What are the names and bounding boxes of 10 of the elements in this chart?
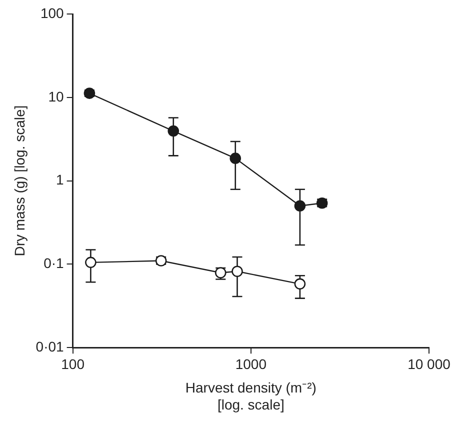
x-axis-title: Harvest density (m⁻²) [log. scale] <box>185 380 316 412</box>
x-tick-label: 10 000 <box>408 356 451 372</box>
y-tick-label: 100 <box>40 4 64 21</box>
x-tick-label: 1000 <box>235 356 267 372</box>
y-axis-title: Dry mass (g) [log. scale] <box>11 105 28 256</box>
y-tick-label: 1 <box>56 172 64 188</box>
y-tick-label: 0·01 <box>36 338 64 354</box>
y-tick-label: 10 <box>48 88 64 104</box>
y-tick-label: 0·1 <box>44 255 64 272</box>
x-tick-label: 100 <box>61 356 85 372</box>
